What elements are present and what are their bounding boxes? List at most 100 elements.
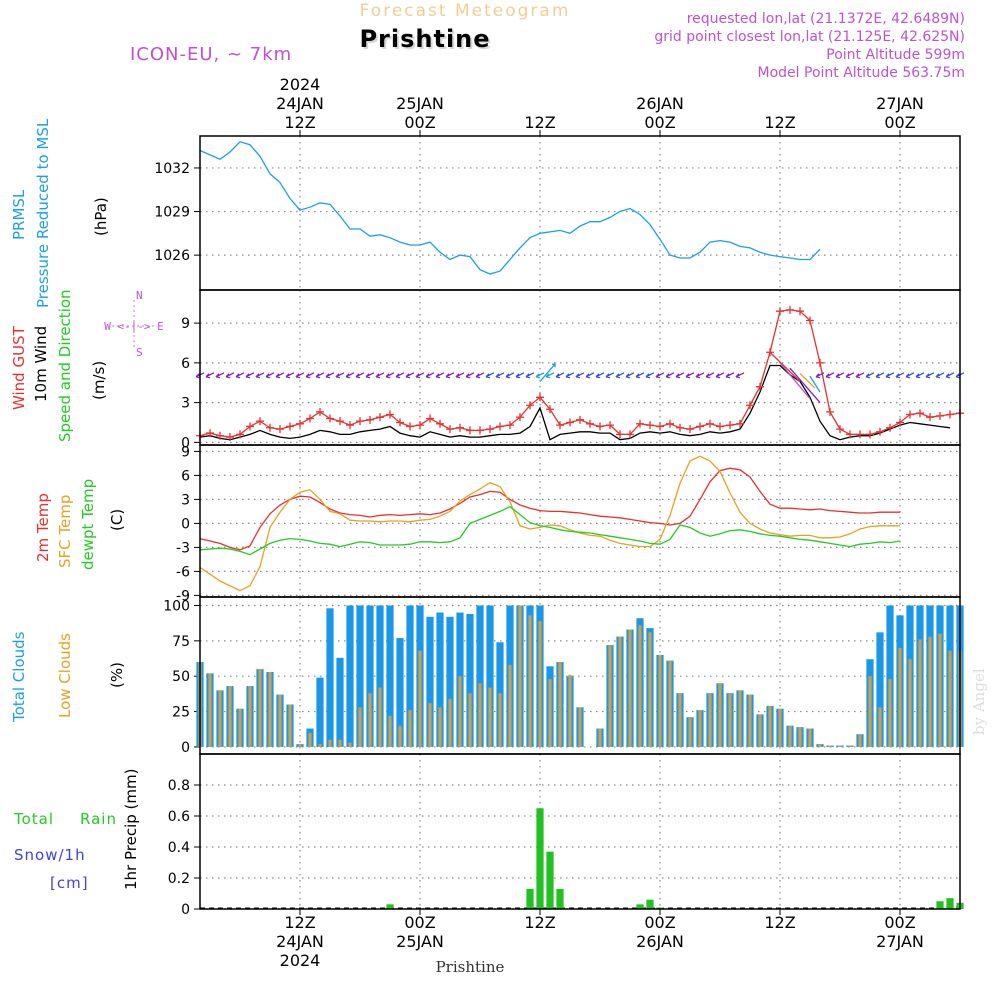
gust-marker xyxy=(776,307,784,316)
precip-bar xyxy=(526,888,534,909)
gust-marker xyxy=(626,430,634,439)
precip-bar xyxy=(546,851,554,909)
low-cloud-bar xyxy=(788,725,792,747)
wind-arrow-icon xyxy=(335,372,345,379)
low-cloud-bar xyxy=(558,662,562,747)
gust-marker xyxy=(536,393,544,402)
time-label-top: 2024 xyxy=(280,75,321,94)
precip-snow-label: Snow/1h xyxy=(14,846,86,864)
pressure-unit: (hPa) xyxy=(92,197,110,236)
low-cloud-bar xyxy=(738,690,742,747)
wind-arrow-icon xyxy=(375,372,385,379)
time-label-bottom: 27JAN xyxy=(876,932,924,951)
y-tick-label: -3 xyxy=(176,540,190,556)
time-label-top: 27JAN xyxy=(876,94,924,113)
y-tick-label: 0 xyxy=(181,902,190,918)
y-tick-label: 3 xyxy=(181,396,190,412)
wind-arrow-icon xyxy=(265,372,275,379)
y-tick-label: 0.8 xyxy=(168,778,190,794)
time-label-top: 12Z xyxy=(524,113,555,132)
total-cloud-bar xyxy=(466,613,474,747)
temp-sfc-label: SFC Temp xyxy=(56,495,74,568)
gust-marker xyxy=(786,305,794,314)
low-cloud-bar xyxy=(358,707,362,747)
gust-marker xyxy=(326,414,334,423)
low-cloud-bar xyxy=(858,734,862,747)
wind-arrow-icon xyxy=(385,372,395,379)
low-cloud-bar xyxy=(318,744,322,747)
gust-marker xyxy=(316,407,324,416)
low-cloud-bar xyxy=(698,710,702,747)
precip-bar xyxy=(946,898,954,909)
y-tick-label: 6 xyxy=(181,468,190,484)
low-cloud-bar xyxy=(448,698,452,747)
precip-unit: 1hr Precip (mm) xyxy=(122,769,140,890)
watermark: by Angel xyxy=(970,668,988,735)
y-tick-label: -6 xyxy=(176,564,190,580)
pressure-label: Pressure Reduced to MSL xyxy=(34,118,52,308)
gust-marker xyxy=(566,418,574,427)
gust-marker xyxy=(606,421,614,430)
low-cloud-bar xyxy=(428,703,432,747)
low-cloud-bar xyxy=(818,744,822,747)
location-shadow: Prishtine xyxy=(361,27,492,55)
gust-marker xyxy=(836,425,844,434)
wind-arrow-icon xyxy=(685,372,695,379)
model-label: ICON-EU, ~ 7km xyxy=(130,44,292,65)
gust-marker xyxy=(466,426,474,435)
y-tick-label: 6 xyxy=(181,356,190,372)
time-label-bottom: 00Z xyxy=(404,913,435,932)
precip-bar xyxy=(936,901,944,909)
low-cloud-bar xyxy=(258,669,262,747)
wind-arrow-icon xyxy=(255,372,265,379)
y-tick-label: 0 xyxy=(181,740,190,756)
wind-arrow-icon xyxy=(895,372,905,379)
wind-arrow-icon xyxy=(425,372,435,379)
time-label-bottom: 00Z xyxy=(884,913,915,932)
grid-point-coords: grid point closest lon,lat (21.125E, 42.… xyxy=(654,29,965,45)
gust-marker xyxy=(716,422,724,431)
y-tick-label: 75 xyxy=(172,634,190,650)
low-cloud-bar xyxy=(918,639,922,747)
y-tick-label: 3 xyxy=(181,492,190,508)
wind-arrow-icon xyxy=(789,367,821,404)
total-cloud-bar xyxy=(426,616,434,747)
low-cloud-bar xyxy=(308,732,312,747)
low-cloud-bar xyxy=(878,707,882,747)
y-tick-label: 1026 xyxy=(154,248,190,264)
gust-marker xyxy=(706,419,714,428)
low-cloud-bar xyxy=(608,645,612,747)
low-cloud-bar xyxy=(638,625,642,747)
time-label-top: 00Z xyxy=(644,113,675,132)
wind-arrow-icon xyxy=(835,372,845,379)
gust-marker xyxy=(446,425,454,434)
low-cloud-bar xyxy=(478,683,482,747)
gust-marker xyxy=(456,423,464,432)
series-line-pressure xyxy=(199,141,821,275)
total-cloud-bar xyxy=(316,677,324,747)
wind-arrow-icon xyxy=(505,372,515,379)
wind-arrow-icon xyxy=(245,372,255,379)
low-cloud-bar xyxy=(388,715,392,747)
wind-arrow-icon xyxy=(365,372,375,379)
time-label-top: 00Z xyxy=(884,113,915,132)
gust-marker xyxy=(426,414,434,423)
low-cloud-bar xyxy=(468,693,472,747)
gust-marker xyxy=(846,430,854,439)
time-label-top: 12Z xyxy=(764,113,795,132)
y-tick-label: 100 xyxy=(163,598,190,614)
gust-marker xyxy=(746,401,754,410)
wind-gust-label: Wind GUST xyxy=(10,325,28,410)
time-label-top: 24JAN xyxy=(276,94,324,113)
gust-marker xyxy=(816,358,824,367)
low-cloud-bar xyxy=(598,728,602,747)
low-cloud-bar xyxy=(548,679,552,747)
wind-arrow-icon xyxy=(575,372,585,379)
temp-unit: (C) xyxy=(108,509,126,531)
low-cloud-bar xyxy=(948,650,952,747)
wind-arrow-icon xyxy=(799,372,816,389)
wind-arrow-icon xyxy=(539,363,557,382)
wind-arrow-icon xyxy=(545,372,555,379)
gust-marker xyxy=(306,414,314,423)
